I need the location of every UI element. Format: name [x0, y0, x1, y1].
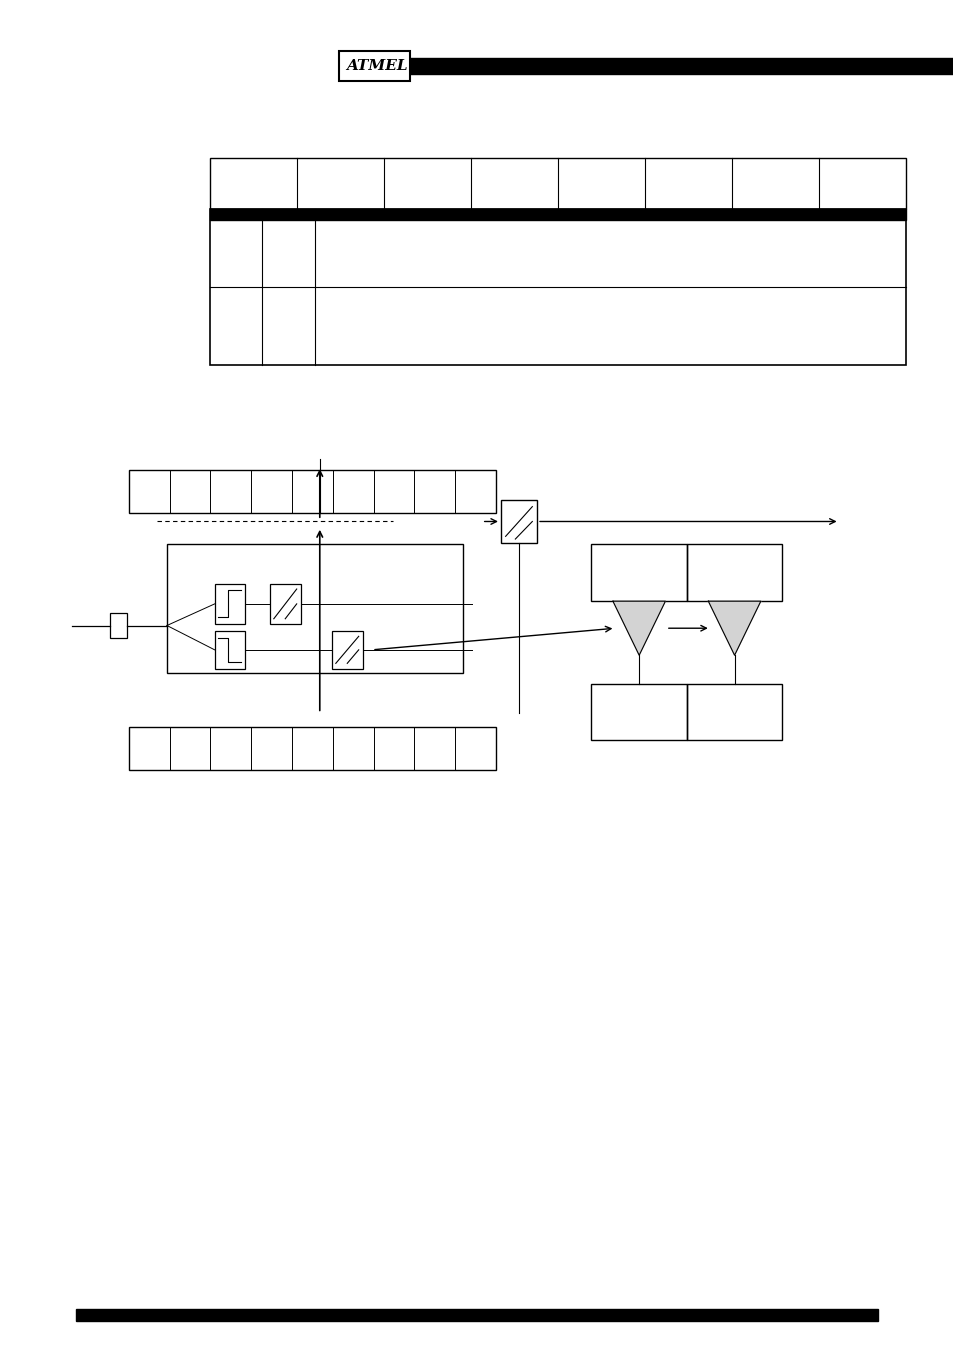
Polygon shape	[613, 601, 665, 655]
Bar	[332, 631, 362, 669]
Bar	[410, 58, 953, 74]
Bar	[591, 544, 686, 601]
Bar	[210, 209, 905, 365]
Bar	[167, 544, 462, 673]
Bar	[270, 584, 300, 624]
Bar	[591, 684, 686, 740]
Bar	[500, 500, 537, 543]
Bar	[214, 584, 245, 624]
Bar	[76, 1309, 877, 1321]
Text: ATMEL: ATMEL	[346, 59, 407, 73]
Bar	[110, 613, 127, 638]
Polygon shape	[707, 601, 760, 655]
Bar	[214, 631, 245, 669]
Bar	[338, 51, 410, 81]
Bar	[686, 544, 781, 601]
Bar	[686, 684, 781, 740]
Bar	[210, 209, 905, 220]
Bar	[210, 158, 905, 209]
Bar	[129, 727, 496, 770]
Bar	[129, 470, 496, 513]
